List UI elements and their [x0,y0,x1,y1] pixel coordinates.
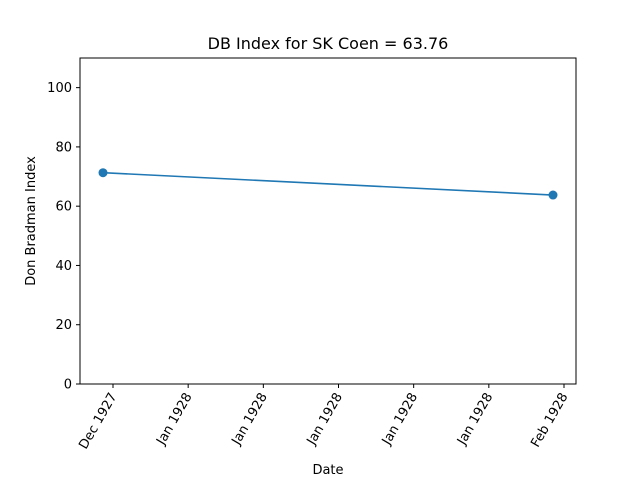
y-tick-label: 60 [55,200,72,215]
chart-title: DB Index for SK Coen = 63.76 [208,34,449,53]
series-group [98,168,558,200]
series-line [102,171,554,196]
y-axis: 0 20 40 60 80 100 [47,81,80,393]
data-point [98,168,108,178]
y-tick-label: 0 [64,378,72,393]
y-tick-label: 100 [47,81,72,96]
y-tick-label: 20 [55,318,72,333]
data-point [548,190,558,200]
x-tick-label: Dec 1927 [76,391,120,453]
y-axis-label: Don Bradman Index [24,156,39,286]
x-tick-label: Jan 1928 [454,391,496,449]
y-tick-label: 40 [55,259,72,274]
x-axis-label: Date [312,463,343,478]
x-tick-label: Jan 1928 [154,391,196,449]
x-axis: Dec 1927 Jan 1928 Jan 1928 Jan 1928 Jan 1928… [76,384,571,452]
x-tick-label: Jan 1928 [304,391,346,449]
y-tick-label: 80 [55,140,72,155]
x-tick-label: Feb 1928 [528,391,571,451]
x-tick-label: Jan 1928 [229,391,271,449]
plot-frame [79,57,577,385]
x-tick-label: Jan 1928 [379,391,421,449]
